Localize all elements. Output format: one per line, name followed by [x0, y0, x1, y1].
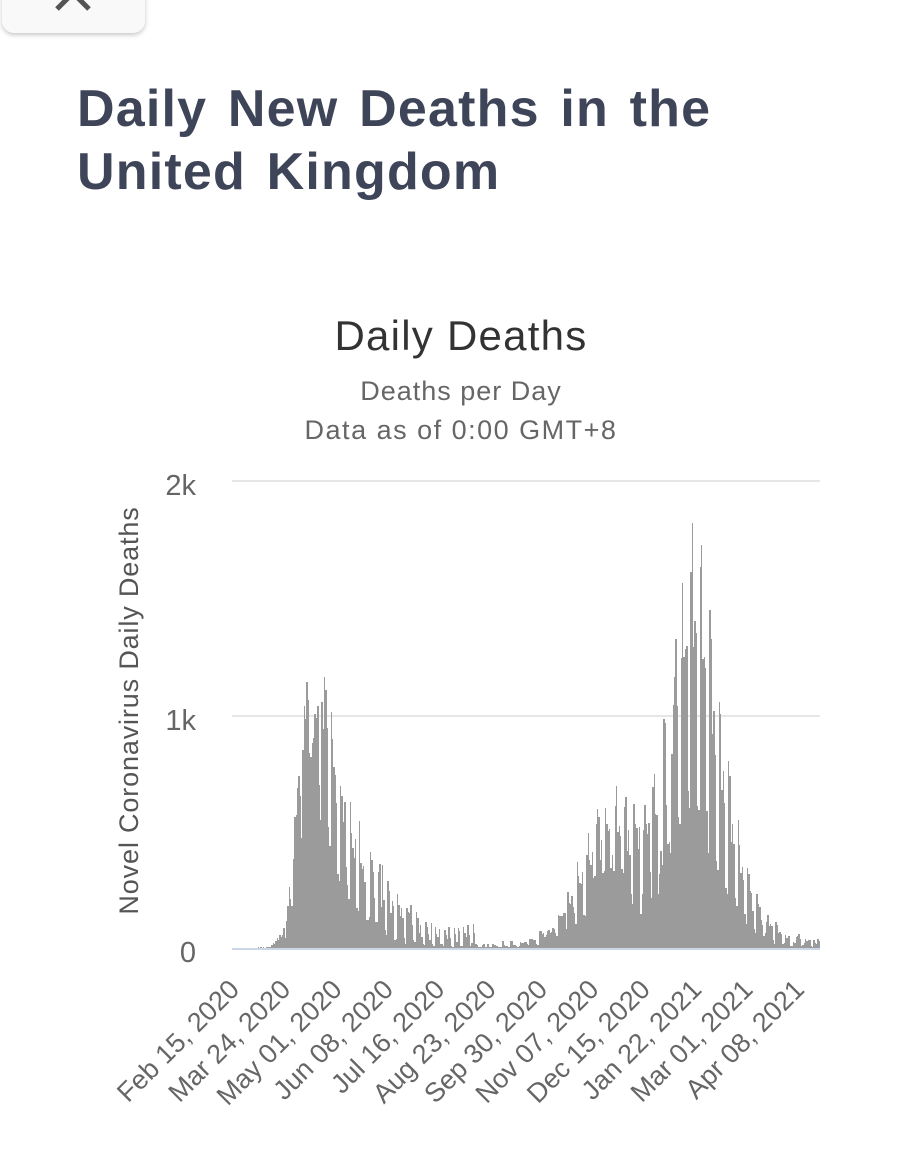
svg-text:0: 0: [180, 937, 196, 969]
svg-text:Daily Deaths: Daily Deaths: [334, 312, 587, 359]
svg-text:Data as of 0:00 GMT+8: Data as of 0:00 GMT+8: [305, 415, 618, 445]
svg-text:1k: 1k: [165, 705, 196, 737]
svg-text:2k: 2k: [165, 470, 196, 502]
svg-text:Novel Coronavirus Daily Deaths: Novel Coronavirus Daily Deaths: [114, 506, 144, 914]
svg-text:Deaths per Day: Deaths per Day: [360, 376, 562, 406]
